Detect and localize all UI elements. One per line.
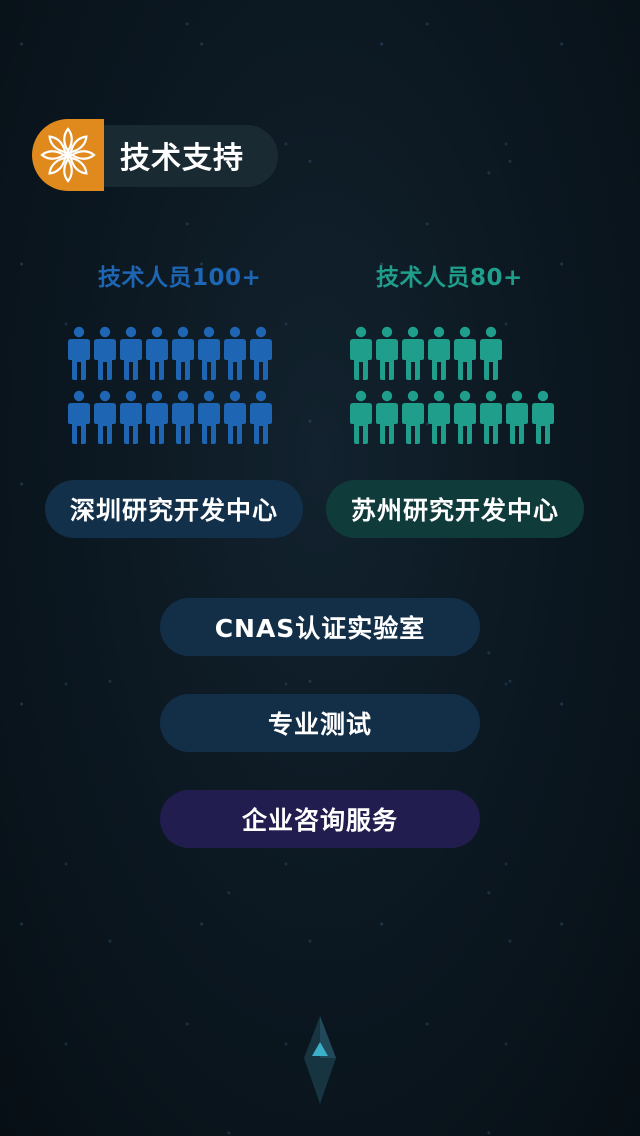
person-icon xyxy=(224,390,246,444)
enterprise-consulting-button[interactable]: 企业咨询服务 xyxy=(160,790,480,848)
person-icon xyxy=(480,326,502,380)
people-row-shenzhen-2 xyxy=(68,390,272,444)
person-icon xyxy=(68,326,90,380)
section-header: 技术支持 xyxy=(32,119,278,191)
arrow-up-diamond-icon xyxy=(304,1016,336,1104)
people-row-shenzhen-1 xyxy=(68,326,272,380)
person-icon xyxy=(250,390,272,444)
cnas-lab-label: CNAS认证实验室 xyxy=(214,614,426,643)
person-icon xyxy=(428,326,450,380)
person-icon xyxy=(402,390,424,444)
professional-testing-button[interactable]: 专业测试 xyxy=(160,694,480,752)
person-icon xyxy=(402,326,424,380)
person-icon xyxy=(172,390,194,444)
person-icon xyxy=(532,390,554,444)
person-icon xyxy=(454,390,476,444)
shenzhen-rd-center-label: 深圳研究开发中心 xyxy=(69,496,278,525)
snowflake-flower-icon xyxy=(40,127,96,183)
person-icon xyxy=(350,390,372,444)
team-shenzhen-count: 技术人员100+ xyxy=(98,265,262,291)
scroll-hint[interactable] xyxy=(302,1014,338,1110)
person-icon xyxy=(146,390,168,444)
person-icon xyxy=(120,326,142,380)
people-row-suzhou-2 xyxy=(350,390,554,444)
people-row-suzhou-1 xyxy=(350,326,502,380)
suzhou-rd-center-button[interactable]: 苏州研究开发中心 xyxy=(326,480,584,538)
person-icon xyxy=(172,326,194,380)
person-icon xyxy=(120,390,142,444)
person-icon xyxy=(428,390,450,444)
person-icon xyxy=(68,390,90,444)
header-badge xyxy=(32,119,104,191)
enterprise-consulting-label: 企业咨询服务 xyxy=(241,806,398,835)
person-icon xyxy=(376,326,398,380)
suzhou-rd-center-label: 苏州研究开发中心 xyxy=(350,496,559,525)
person-icon xyxy=(198,326,220,380)
person-icon xyxy=(250,326,272,380)
person-icon xyxy=(454,326,476,380)
person-icon xyxy=(94,326,116,380)
person-icon xyxy=(376,390,398,444)
cnas-lab-button[interactable]: CNAS认证实验室 xyxy=(160,598,480,656)
person-icon xyxy=(480,390,502,444)
person-icon xyxy=(224,326,246,380)
team-suzhou-count: 技术人员80+ xyxy=(376,265,523,291)
professional-testing-label: 专业测试 xyxy=(267,710,372,739)
section-title: 技术支持 xyxy=(120,141,244,176)
shenzhen-rd-center-button[interactable]: 深圳研究开发中心 xyxy=(45,480,303,538)
person-icon xyxy=(350,326,372,380)
person-icon xyxy=(506,390,528,444)
person-icon xyxy=(146,326,168,380)
person-icon xyxy=(94,390,116,444)
person-icon xyxy=(198,390,220,444)
